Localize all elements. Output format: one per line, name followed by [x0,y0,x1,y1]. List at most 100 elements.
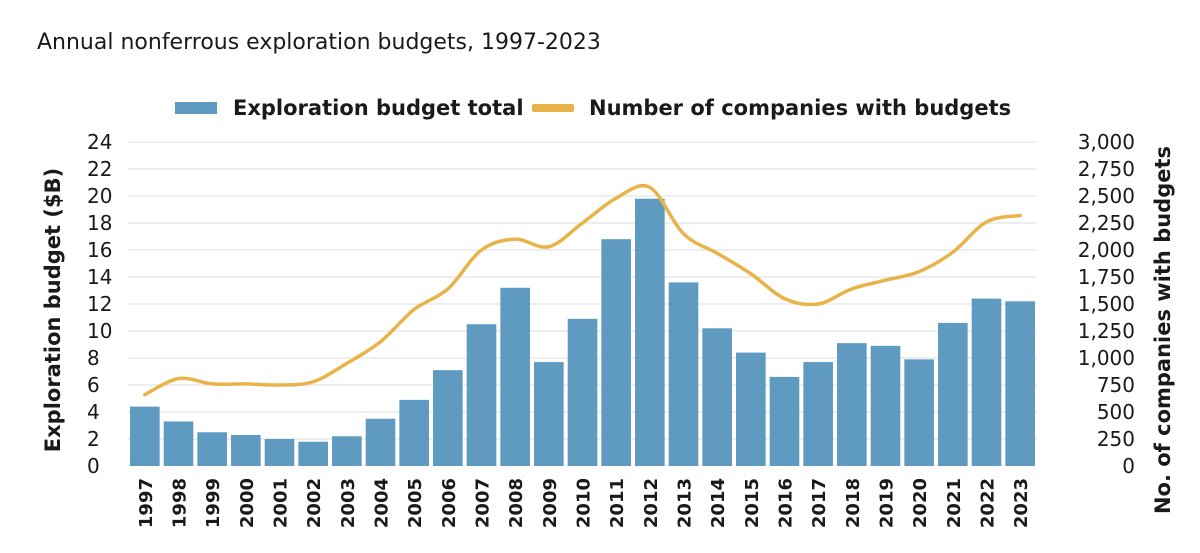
line-point-2002 [312,381,314,383]
x-tick-label: 2000 [237,478,258,528]
left-tick-label: 18 [87,211,112,235]
x-tick-label: 2022 [978,478,999,528]
bar-2002 [298,441,328,466]
left-tick-label: 6 [87,373,100,397]
right-tick-label: 0 [1122,454,1135,478]
legend: Exploration budget total Number of compa… [175,96,1011,120]
left-tick-label: 0 [87,454,100,478]
x-tick-label: 1999 [203,478,224,528]
left-tick-label: 20 [87,184,112,208]
line-point-2005 [413,308,415,310]
line-point-2021 [952,251,954,253]
right-tick-label: 1,500 [1078,292,1135,316]
left-tick-label: 2 [87,427,100,451]
x-tick-label: 2011 [607,478,628,528]
bar-2022 [971,298,1002,466]
x-tick-label: 2004 [372,478,393,528]
x-tick-label: 2017 [809,478,830,528]
left-tick-label: 4 [87,400,100,424]
left-tick-label: 8 [87,346,100,370]
x-tick-label: 2018 [843,478,864,528]
bar-2009 [534,362,564,466]
line-point-2011 [615,197,617,199]
x-tick-label: 2009 [540,478,561,528]
left-tick-label: 14 [87,265,112,289]
bar-2010 [567,318,598,466]
bar-2000 [231,434,261,466]
x-tick-label: 2003 [338,478,359,528]
line-point-2018 [851,288,853,290]
line-point-2017 [817,303,819,305]
x-tick-label: 2019 [877,478,898,528]
x-tick-label: 2020 [910,478,931,528]
bar-2008 [500,287,530,466]
line-point-2013 [683,233,684,235]
x-tick-label: 1997 [136,478,157,528]
bar-2014 [702,328,732,466]
x-tick-label: 2001 [271,478,292,528]
x-tick-label: 2006 [439,478,460,528]
line-point-1997 [144,394,146,396]
right-tick-label: 2,000 [1078,238,1135,262]
line-point-2019 [885,279,886,281]
x-tick-label: 2008 [506,478,527,528]
left-tick-label: 12 [87,292,112,316]
left-tick-label: 10 [87,319,112,343]
bar-2001 [264,439,295,466]
x-tick-label: 2007 [473,478,494,528]
legend-label-bars: Exploration budget total [233,96,524,120]
x-tick-label: 2021 [944,478,965,528]
x-tick-label: 2016 [776,478,797,528]
line-point-2023 [1019,214,1021,216]
bar-2006 [433,370,463,466]
bar-2015 [736,352,766,466]
line-point-2007 [481,249,482,251]
legend-label-line: Number of companies with budgets [589,96,1011,120]
x-tick-label: 2012 [641,478,662,528]
right-tick-label: 250 [1097,427,1135,451]
line-point-2014 [716,252,718,254]
right-tick-label: 1,000 [1078,346,1135,370]
x-tick-label: 2002 [304,478,325,528]
x-tick-label: 2014 [708,478,729,528]
line-point-2006 [447,288,449,290]
left-axis-label: Exploration budget ($B) [41,168,65,452]
x-tick-label: 2005 [405,478,426,528]
bar-2018 [837,343,867,466]
chart-title: Annual nonferrous exploration budgets, 1… [37,30,601,55]
bar-2003 [332,436,362,466]
left-tick-label: 24 [87,130,112,154]
line-point-1998 [178,378,179,380]
right-axis-label: No. of companies with budgets [1151,146,1175,514]
bar-1997 [130,406,160,466]
bar-2011 [601,239,631,466]
right-tick-label: 1,250 [1078,319,1135,343]
line-point-2010 [582,222,583,224]
bar-2017 [803,362,833,466]
line-point-2003 [346,362,348,364]
right-tick-label: 750 [1097,373,1135,397]
bar-2016 [769,376,800,466]
right-axis-ticks: 0 250 500 750 1,000 1,250 1,500 1,750 2,000 2,250… [1078,130,1135,478]
right-tick-label: 1,750 [1078,265,1135,289]
bar-1998 [163,421,194,466]
line-point-2001 [279,384,280,386]
bar-2012 [635,198,665,466]
bar-2005 [399,399,429,466]
right-tick-label: 500 [1097,400,1135,424]
x-tick-label: 1998 [170,478,191,528]
line-point-2009 [548,246,550,248]
bar-series [130,198,1035,466]
right-tick-label: 2,250 [1078,211,1135,235]
line-series [143,183,1022,397]
line-point-1999 [211,383,213,385]
right-tick-label: 3,000 [1078,130,1135,154]
line-point-2015 [750,273,752,275]
line-point-2022 [986,221,987,223]
legend-swatch-bars [175,102,217,114]
line-point-2004 [380,341,381,343]
bar-2013 [668,282,699,466]
